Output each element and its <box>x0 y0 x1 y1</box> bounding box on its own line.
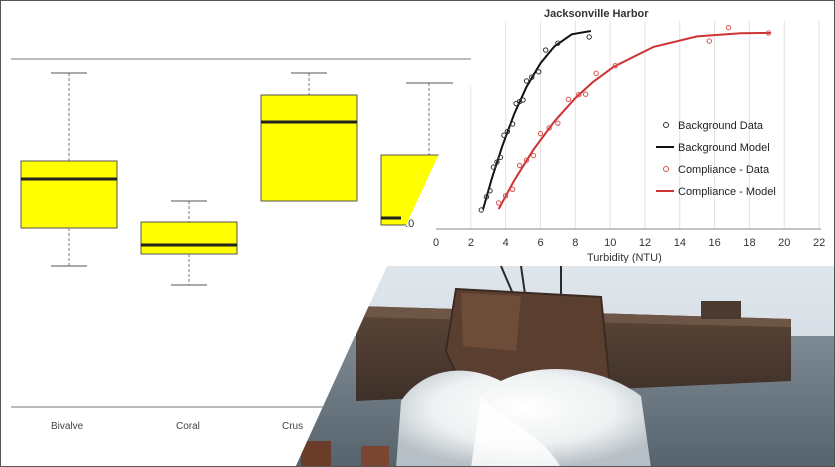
boxplot-bivalve <box>20 72 118 267</box>
data-point <box>520 97 526 103</box>
legend-marker <box>663 166 669 172</box>
x-tick-label: 6 <box>537 237 543 249</box>
data-point <box>555 40 561 46</box>
legend-label: Background Model <box>678 142 770 154</box>
data-point <box>509 186 516 192</box>
x-tick-label: 14 <box>674 237 686 249</box>
data-point <box>725 24 732 31</box>
data-point <box>536 69 542 75</box>
data-point <box>509 121 516 127</box>
data-point <box>483 194 490 200</box>
boxplot-coral <box>140 200 238 286</box>
box <box>260 94 358 202</box>
data-point <box>612 62 619 69</box>
legend-label: Background Data <box>678 120 764 132</box>
data-point <box>516 162 523 169</box>
dock-post <box>301 441 331 466</box>
x-tick-label: 8 <box>572 237 578 249</box>
barge-structure <box>701 301 741 319</box>
data-point <box>478 207 484 213</box>
boxplot-crus <box>260 72 358 202</box>
data-point <box>542 47 549 53</box>
series-line <box>497 32 771 210</box>
x-axis-label: Turbidity (NTU) <box>587 252 662 264</box>
data-point <box>495 200 502 206</box>
data-point <box>586 34 592 40</box>
data-point <box>523 78 530 84</box>
data-point <box>490 164 497 170</box>
water-splash <box>396 369 651 466</box>
data-point <box>529 74 535 80</box>
dredge-bucket-face <box>461 293 521 351</box>
data-point <box>565 96 572 103</box>
water-splash-highlight <box>471 396 561 466</box>
x-tick-label: 4 <box>503 237 509 249</box>
box <box>140 221 238 255</box>
x-tick-label: 16 <box>709 237 721 249</box>
boxplot-category-label: Bivalve <box>51 421 84 432</box>
x-tick-label: 2 <box>468 237 474 249</box>
data-point <box>487 188 493 194</box>
chart-background <box>401 1 834 263</box>
data-point <box>706 38 713 44</box>
legend-label: Compliance - Model <box>678 186 776 198</box>
x-tick-label: 22 <box>813 237 825 249</box>
data-point <box>501 132 507 138</box>
data-point <box>546 125 552 131</box>
data-point <box>502 193 509 199</box>
data-point <box>555 120 561 126</box>
x-tick-label: 12 <box>639 237 651 249</box>
chart-x-ticks: 0 2 4 6 8 10 12 14 16 18 20 22 <box>433 237 825 249</box>
data-point <box>523 157 530 163</box>
chart-title: Jacksonville Harbor <box>544 8 649 20</box>
data-point <box>537 130 544 137</box>
data-point <box>497 154 504 161</box>
x-tick-label: 10 <box>604 237 616 249</box>
legend-label: Compliance - Data <box>678 164 770 176</box>
x-tick-label: 0 <box>433 237 439 249</box>
chart-markers <box>478 24 772 213</box>
boxplot-category-label: Crus <box>282 421 303 432</box>
data-point <box>494 159 500 165</box>
boxplot-category-label: Coral <box>176 421 200 432</box>
chart-legend: Background Data Background Model Complianc… <box>656 120 776 198</box>
dock-post <box>361 446 389 466</box>
x-tick-label: 20 <box>778 237 790 249</box>
data-point <box>593 70 599 77</box>
data-point <box>583 91 589 97</box>
y-tick-label: 0.0 <box>399 218 414 230</box>
data-point <box>765 30 772 36</box>
legend-marker <box>663 122 669 128</box>
x-tick-label: 18 <box>743 237 755 249</box>
data-point <box>530 152 537 159</box>
data-point <box>576 92 582 98</box>
data-point <box>504 128 511 135</box>
